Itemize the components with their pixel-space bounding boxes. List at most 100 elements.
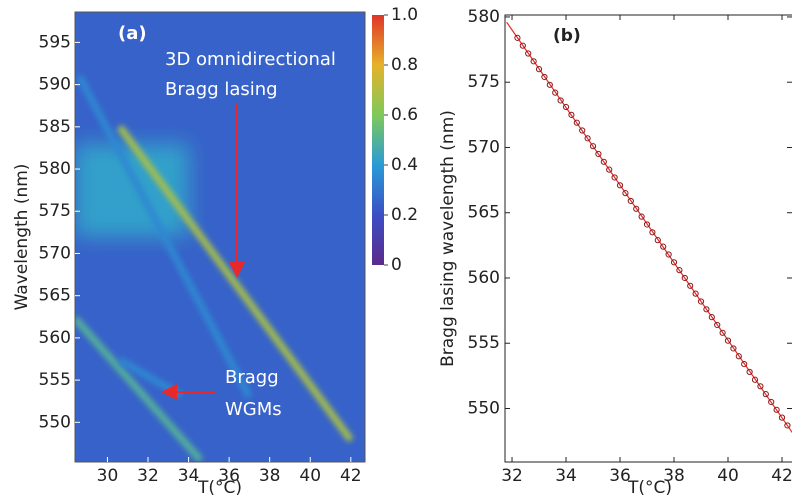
data-point (638, 213, 645, 220)
x-tick-label: 40 (717, 466, 739, 486)
panel-b: 32 34 36 38 40 42 550 555 560 565 570 575 580 T(°C) Br… (438, 7, 792, 498)
data-point (654, 237, 661, 244)
x-tick-label: 40 (299, 466, 321, 486)
x-tick-label: 42 (340, 466, 362, 486)
x-tick-label: 38 (259, 466, 281, 486)
y-axis-label: Bragg lasing wavelength (nm) (438, 110, 458, 367)
heatmap-background (75, 12, 365, 462)
data-point (622, 190, 629, 197)
y-axis-label: Wavelength (nm) (12, 164, 32, 311)
heatmap-ridge (75, 74, 253, 399)
data-point (552, 89, 559, 96)
y-tick-label: 580 (39, 159, 71, 179)
colorbar-tick-label: 0 (391, 255, 402, 275)
data-point (562, 103, 570, 111)
data-point (606, 166, 613, 173)
data-point (784, 422, 791, 429)
data-point (762, 391, 769, 398)
data-point (616, 182, 624, 189)
y-tick-label: 595 (39, 32, 71, 52)
data-point (584, 135, 591, 142)
x-tick-label: 32 (137, 466, 159, 486)
data-point (692, 290, 699, 297)
data-point (627, 197, 634, 205)
x-axis-label: T(°C) (627, 478, 672, 498)
data-point (665, 251, 672, 258)
y-tick-label: 580 (468, 7, 500, 27)
colorbar-tick-label: 0.8 (391, 55, 418, 75)
colorbar-tick-label: 0.6 (391, 105, 418, 125)
x-axis-label: T(°C) (197, 478, 242, 498)
data-point (611, 174, 618, 181)
x-tick-label: 34 (555, 466, 577, 486)
y-tick-label: 575 (39, 201, 71, 221)
data-point (519, 42, 526, 49)
data-point (757, 383, 764, 390)
heatmap-ridge (75, 316, 204, 462)
x-tick-label: 34 (178, 466, 200, 486)
data-point (579, 127, 586, 134)
y-tick-label: 565 (39, 286, 71, 306)
x-tick-label: 30 (97, 466, 119, 486)
plot-frame (504, 14, 792, 463)
data-point (751, 376, 759, 383)
y-tick-label: 555 (468, 333, 500, 353)
heatmap-ridge (116, 124, 354, 443)
data-point (730, 345, 737, 352)
data-point (708, 314, 715, 321)
panel-a: 30 32 34 36 38 40 42 550 555 560 565 570 575 580 585 59… (12, 5, 418, 498)
data-point (633, 205, 640, 212)
colorbar-tick-label: 0.2 (391, 205, 418, 225)
colorbar-tick-label: 1.0 (391, 5, 418, 25)
data-point (768, 398, 775, 406)
data-point (595, 150, 602, 158)
heatmap (75, 12, 365, 462)
y-tick-label: 570 (39, 243, 71, 263)
data-point (541, 73, 548, 81)
data-point (697, 298, 705, 305)
data-point (649, 229, 656, 236)
y-tick-label: 550 (39, 412, 71, 432)
annotation: Bragg (225, 367, 279, 388)
data-point (589, 143, 597, 150)
x-tick-label: 32 (501, 466, 523, 486)
data-point (681, 274, 688, 282)
data-point (746, 368, 753, 376)
data-point (687, 282, 694, 289)
x-tick-label: 36 (218, 466, 240, 486)
panel-label: (b) (553, 26, 581, 46)
x-tick-label: 42 (771, 466, 792, 486)
x-tick-label: 36 (609, 466, 631, 486)
panel-label: (a) (118, 23, 147, 44)
heatmap-region (75, 143, 189, 237)
fit-line (506, 21, 792, 434)
y-tick-label: 575 (468, 72, 500, 92)
data-point (660, 243, 667, 250)
colorbar-tick-label: 0.4 (391, 155, 418, 175)
data-point (741, 361, 748, 368)
data-point (724, 337, 732, 344)
y-tick-label: 560 (468, 268, 500, 288)
data-point (535, 66, 543, 73)
annotation: Bragg lasing (165, 79, 278, 100)
data-point (557, 97, 564, 104)
data-point (703, 306, 710, 313)
y-tick-label: 550 (468, 398, 500, 418)
data-point (778, 414, 786, 421)
y-tick-label: 565 (468, 203, 500, 223)
data-point (573, 119, 580, 126)
data-point (546, 81, 553, 88)
annotation: WGMs (225, 399, 282, 420)
data-point (530, 58, 537, 65)
data-point (600, 158, 607, 165)
y-tick-label: 555 (39, 370, 71, 390)
data-point (714, 321, 721, 329)
plot-frame (74, 11, 366, 463)
y-tick-label: 560 (39, 328, 71, 348)
data-point (773, 406, 780, 413)
data-point (676, 267, 683, 274)
data-point (670, 259, 678, 266)
data-point (568, 111, 575, 118)
data-point (525, 50, 532, 57)
